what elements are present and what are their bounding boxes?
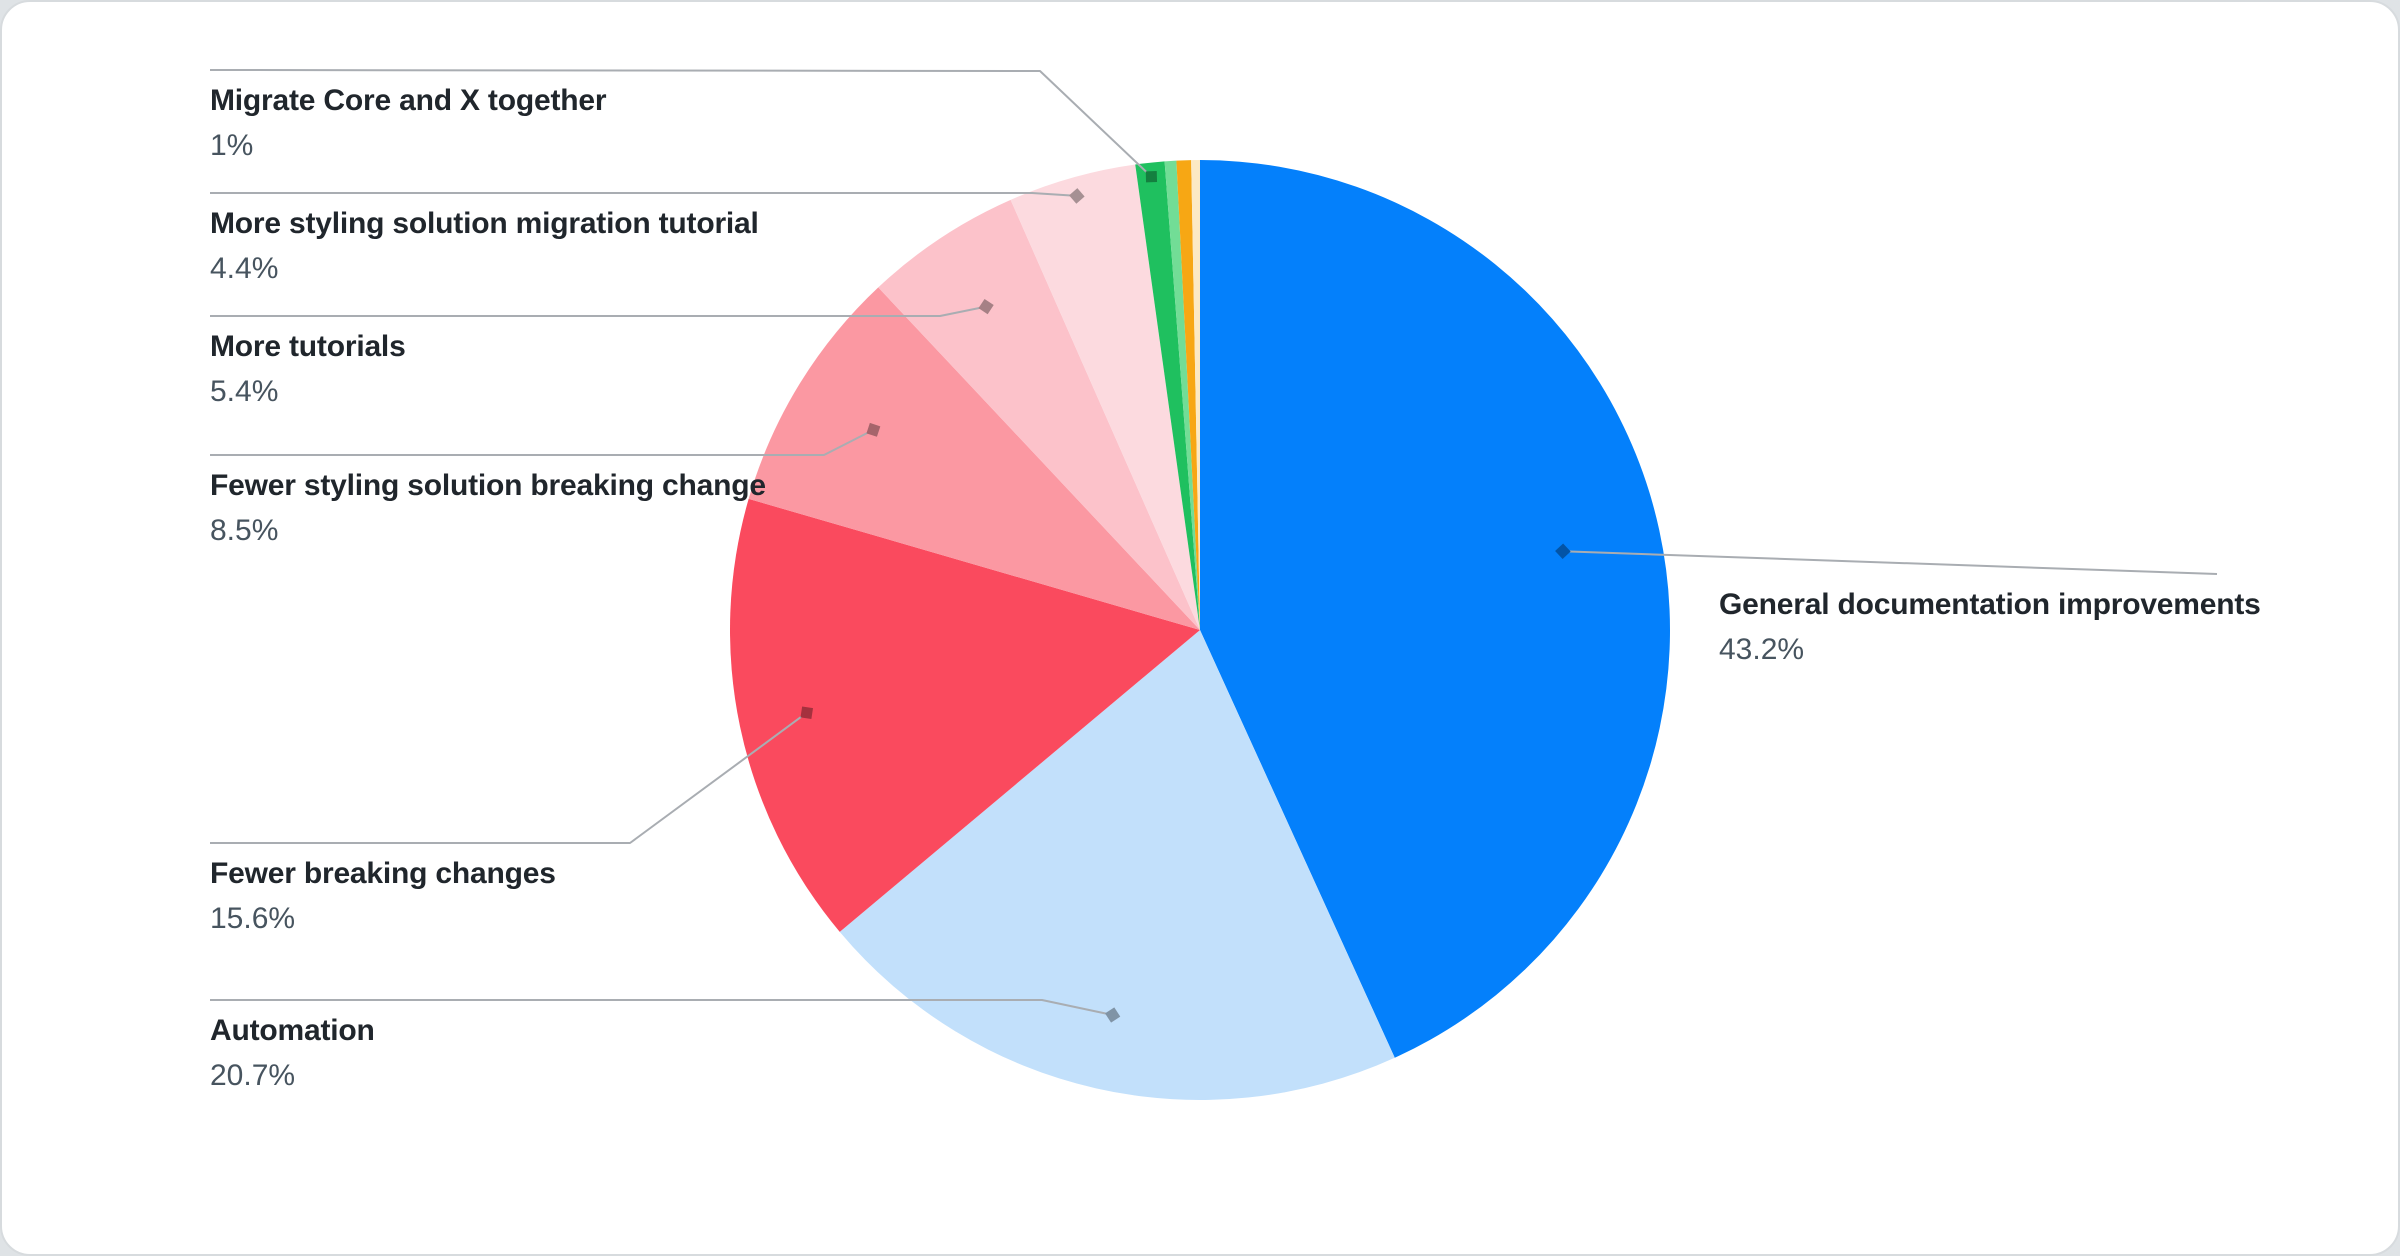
pie-slice-9: [1191, 160, 1200, 630]
slice-label-title: Fewer styling solution breaking change: [210, 469, 766, 502]
slice-label: More styling solution migration tutorial…: [210, 205, 759, 288]
slice-label: Migrate Core and X together 1%: [210, 82, 607, 165]
pie-slice-1: [839, 630, 1395, 1100]
pie-slice-5: [1010, 164, 1200, 630]
leader-line: [210, 428, 874, 456]
slice-label: Automation 20.7%: [210, 1012, 375, 1095]
leader-marker: [1145, 171, 1158, 183]
leader-marker: [1555, 543, 1571, 560]
pie-slice-0: [1200, 160, 1670, 1058]
slice-label-percent: 43.2%: [1719, 633, 1805, 666]
leader-line: [210, 305, 987, 317]
pie-slice-7: [1164, 160, 1200, 630]
slice-label-title: More styling solution migration tutorial: [210, 207, 759, 240]
leader-line: [1562, 550, 2218, 575]
leader-marker: [866, 422, 881, 437]
slice-label-percent: 1%: [210, 129, 254, 162]
leader-marker: [1105, 1007, 1121, 1023]
pie-slice-6: [1135, 161, 1200, 630]
leader-line: [210, 999, 1113, 1016]
slice-label-percent: 15.6%: [210, 902, 296, 935]
slice-label-title: Migrate Core and X together: [210, 84, 607, 117]
pie-slice-8: [1176, 160, 1200, 630]
leader-marker: [800, 706, 814, 719]
pie-slice-2: [730, 498, 1200, 932]
leader-marker: [978, 298, 994, 315]
slice-label-percent: 5.4%: [210, 375, 279, 408]
slice-label-title: More tutorials: [210, 330, 406, 363]
slice-label: Fewer breaking changes 15.6%: [210, 855, 556, 938]
leader-line: [209, 69, 1153, 178]
slice-label-title: Automation: [210, 1014, 375, 1047]
slice-label: General documentation improvements 43.2%: [1719, 586, 2261, 669]
slice-label-percent: 8.5%: [210, 514, 279, 547]
leader-marker: [1069, 188, 1085, 204]
slice-label-percent: 4.4%: [210, 252, 279, 285]
pie-slice-4: [878, 199, 1200, 630]
slice-label-title: General documentation improvements: [1719, 588, 2261, 621]
leader-line: [210, 711, 808, 844]
slice-label: More tutorials 5.4%: [210, 328, 406, 411]
slice-label-title: Fewer breaking changes: [210, 857, 556, 890]
pie-slice-3: [748, 287, 1200, 630]
leader-line: [210, 192, 1077, 197]
slice-label-percent: 20.7%: [210, 1059, 296, 1092]
slice-label: Fewer styling solution breaking change 8…: [210, 467, 766, 550]
